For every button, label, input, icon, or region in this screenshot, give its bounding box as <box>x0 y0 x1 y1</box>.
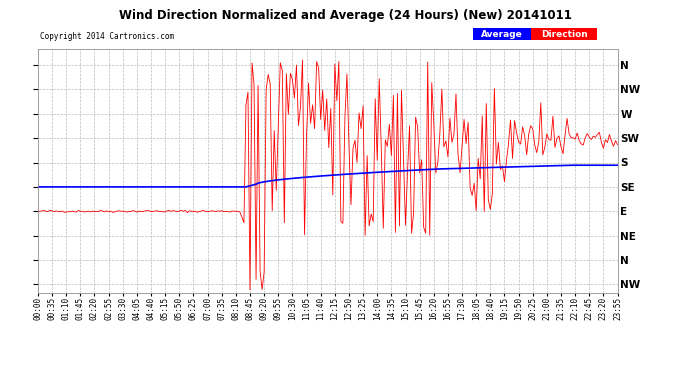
Text: Copyright 2014 Cartronics.com: Copyright 2014 Cartronics.com <box>40 32 174 41</box>
Text: Direction: Direction <box>541 30 587 39</box>
Text: Wind Direction Normalized and Average (24 Hours) (New) 20141011: Wind Direction Normalized and Average (2… <box>119 9 571 22</box>
Text: Average: Average <box>481 30 523 39</box>
